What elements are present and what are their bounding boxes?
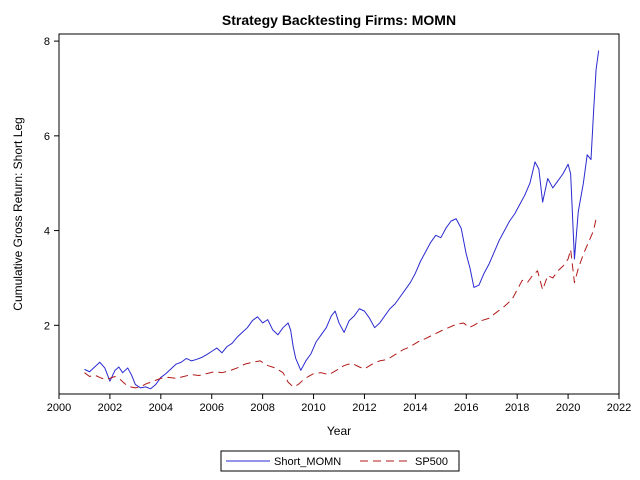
x-tick-label-2014: 2014 bbox=[403, 402, 427, 414]
y-tick-label-6: 6 bbox=[44, 131, 50, 143]
chart-title: Strategy Backtesting Firms: MOMN bbox=[222, 12, 456, 28]
x-tick-label-2022: 2022 bbox=[607, 402, 631, 414]
y-tick-label-8: 8 bbox=[44, 36, 50, 48]
y-axis: 2 4 6 8 bbox=[44, 36, 59, 332]
y-axis-label: Cumulative Gross Return: Short Leg bbox=[11, 117, 25, 310]
series-line-sp500 bbox=[84, 216, 599, 389]
x-tick-label-2016: 2016 bbox=[454, 402, 478, 414]
x-tick-label-2004: 2004 bbox=[149, 402, 173, 414]
plot-frame bbox=[58, 33, 620, 395]
legend-label-sp500: SP500 bbox=[415, 456, 448, 468]
y-tick-label-4: 4 bbox=[44, 226, 50, 238]
x-tick-label-2000: 2000 bbox=[47, 402, 71, 414]
series-lines bbox=[84, 50, 600, 390]
x-tick-label-2002: 2002 bbox=[98, 402, 122, 414]
x-axis-label: Year bbox=[327, 424, 351, 438]
legend-frame bbox=[220, 450, 460, 472]
legend: Short_MOMN SP500 bbox=[220, 450, 460, 472]
x-tick-label-2020: 2020 bbox=[556, 402, 580, 414]
series-line-short-momn bbox=[84, 50, 600, 390]
y-tick-label-2: 2 bbox=[44, 320, 50, 332]
legend-label-short-momn: Short_MOMN bbox=[274, 456, 341, 468]
x-tick-label-2018: 2018 bbox=[505, 402, 529, 414]
x-tick-label-2006: 2006 bbox=[199, 402, 223, 414]
x-axis: 2000 2002 2004 2006 2008 2010 2012 2014 2016 2018… bbox=[47, 394, 631, 414]
x-tick-label-2008: 2008 bbox=[250, 402, 274, 414]
x-tick-label-2012: 2012 bbox=[352, 402, 376, 414]
x-tick-label-2010: 2010 bbox=[301, 402, 325, 414]
